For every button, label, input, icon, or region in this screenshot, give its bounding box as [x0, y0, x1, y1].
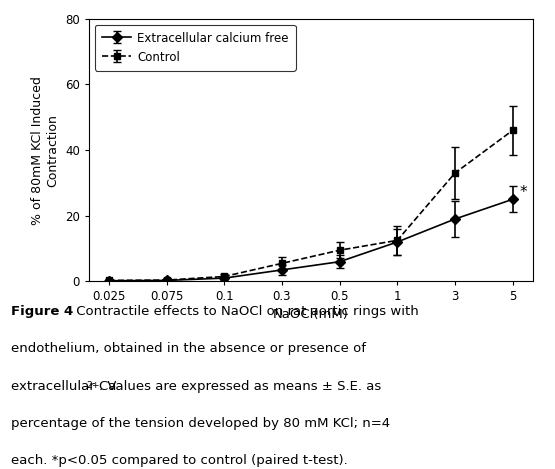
- Text: Contractile effects to NaOCl on rat aortic rings with: Contractile effects to NaOCl on rat aort…: [72, 305, 419, 318]
- Text: endothelium, obtained in the absence or presence of: endothelium, obtained in the absence or …: [11, 342, 366, 356]
- Text: *: *: [519, 185, 527, 200]
- Y-axis label: % of 80mM KCl Induced
Contraction: % of 80mM KCl Induced Contraction: [31, 76, 59, 225]
- Text: Figure 4: Figure 4: [11, 305, 73, 318]
- Text: . Values are expressed as means ± S.E. as: . Values are expressed as means ± S.E. a…: [99, 379, 381, 393]
- Text: each. *p<0.05 compared to control (paired t-test).: each. *p<0.05 compared to control (paire…: [11, 454, 348, 467]
- X-axis label: NaOCl(mM): NaOCl(mM): [273, 308, 349, 321]
- Legend: Extracellular calcium free, Control: Extracellular calcium free, Control: [95, 25, 296, 71]
- Text: percentage of the tension developed by 80 mM KCl; n=4: percentage of the tension developed by 8…: [11, 416, 390, 430]
- Text: 2+: 2+: [87, 381, 100, 390]
- Text: extracellular Ca: extracellular Ca: [11, 379, 117, 393]
